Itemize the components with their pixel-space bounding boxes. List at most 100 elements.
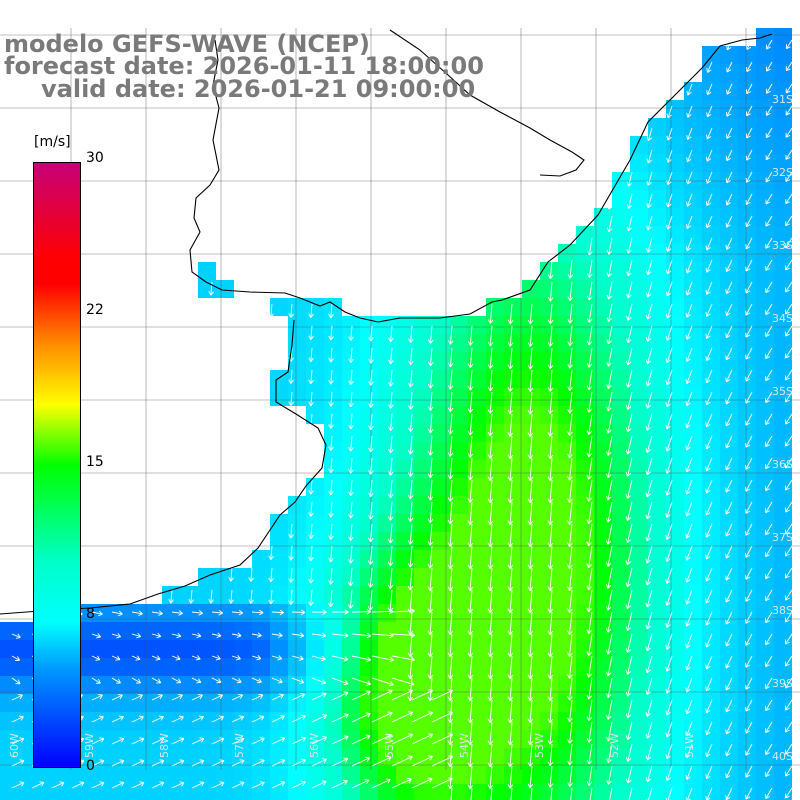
- wind-cell: [486, 388, 504, 406]
- wind-cell: [756, 496, 774, 514]
- wind-cell: [486, 568, 504, 586]
- colorbar-tick-22: 22: [86, 302, 104, 318]
- wind-cell: [666, 658, 684, 676]
- wind-arrow: [625, 545, 633, 566]
- wind-arrow: [351, 756, 370, 767]
- wind-arrow: [705, 237, 713, 251]
- wind-cell: [450, 676, 468, 694]
- wind-arrow: [725, 501, 733, 515]
- wind-cell: [612, 406, 630, 424]
- wind-arrow: [685, 237, 693, 252]
- wind-cell: [342, 316, 360, 334]
- wind-arrow: [467, 369, 474, 391]
- wind-cell: [684, 118, 702, 136]
- wind-cell: [594, 244, 612, 262]
- wind-arrow: [351, 655, 372, 663]
- wind-cell: [756, 640, 774, 658]
- wind-cell: [378, 442, 396, 460]
- wind-cell: [756, 262, 774, 280]
- wind-arrow: [665, 545, 673, 562]
- wind-cell: [720, 100, 738, 118]
- wind-cell: [108, 694, 126, 712]
- wind-arrow: [567, 413, 573, 436]
- wind-cell: [738, 298, 756, 316]
- wind-cell: [558, 460, 576, 478]
- wind-cell: [774, 622, 792, 640]
- wind-arrow: [645, 479, 653, 498]
- wind-arrow: [625, 435, 633, 455]
- wind-arrow: [625, 611, 633, 631]
- wind-arrow: [507, 391, 514, 415]
- wind-cell: [180, 586, 198, 604]
- wind-cell: [414, 658, 432, 676]
- wind-arrow: [11, 781, 25, 789]
- wind-arrow: [646, 237, 653, 253]
- wind-cell: [666, 748, 684, 766]
- wind-arrow: [685, 721, 693, 737]
- wind-cell: [684, 460, 702, 478]
- lon-label: 60W: [8, 733, 21, 758]
- wind-arrow: [331, 735, 349, 745]
- wind-cell: [432, 460, 450, 478]
- wind-cell: [198, 604, 216, 622]
- wind-cell: [720, 496, 738, 514]
- wind-arrow: [231, 759, 245, 767]
- wind-cell: [324, 568, 342, 586]
- wind-arrow: [606, 721, 613, 742]
- wind-cell: [738, 154, 756, 172]
- wind-cell: [540, 658, 558, 676]
- wind-cell: [324, 694, 342, 712]
- wind-cell: [612, 712, 630, 730]
- wind-cell: [306, 514, 324, 532]
- wind-cell: [90, 676, 108, 694]
- wind-arrow: [745, 479, 753, 492]
- wind-arrow: [785, 391, 793, 403]
- wind-arrow: [705, 171, 713, 184]
- wind-arrow: [348, 501, 354, 519]
- wind-cell: [666, 424, 684, 442]
- wind-cell: [144, 694, 162, 712]
- wind-arrow: [705, 435, 713, 450]
- wind-arrow: [706, 83, 713, 96]
- wind-cell: [756, 208, 774, 226]
- wind-cell: [252, 658, 270, 676]
- wind-arrow: [705, 281, 713, 295]
- lon-label: 58W: [158, 733, 171, 758]
- wind-arrow: [251, 677, 262, 684]
- wind-arrow: [765, 369, 773, 382]
- wind-cell: [702, 550, 720, 568]
- wind-arrow: [725, 127, 733, 139]
- wind-cell: [90, 622, 108, 640]
- wind-cell: [666, 694, 684, 712]
- wind-cell: [324, 442, 342, 460]
- wind-cell: [468, 550, 486, 568]
- wind-cell: [432, 442, 450, 460]
- wind-arrow: [765, 325, 773, 337]
- wind-cell: [648, 118, 666, 136]
- wind-cell: [432, 406, 450, 424]
- wind-arrow: [586, 721, 593, 743]
- wind-arrow: [151, 737, 165, 745]
- wind-arrow: [171, 694, 183, 701]
- wind-arrow: [431, 689, 454, 701]
- wind-arrow: [605, 589, 613, 611]
- wind-arrow: [645, 787, 653, 800]
- wind-cell: [738, 442, 756, 460]
- wind-cell: [684, 622, 702, 640]
- wind-arrow: [431, 755, 454, 767]
- wind-arrow: [745, 369, 753, 382]
- wind-cell: [720, 406, 738, 424]
- wind-arrow: [507, 435, 514, 459]
- wind-arrow: [487, 589, 494, 613]
- wind-cell: [576, 280, 594, 298]
- wind-cell: [630, 352, 648, 370]
- wind-cell: [432, 766, 450, 784]
- wind-arrow: [387, 523, 394, 544]
- wind-cell: [306, 604, 324, 622]
- wind-cell: [432, 676, 450, 694]
- wind-cell: [558, 316, 576, 334]
- wind-arrow: [428, 325, 434, 344]
- wind-cell: [756, 424, 774, 442]
- wind-cell: [396, 604, 414, 622]
- wind-cell: [684, 298, 702, 316]
